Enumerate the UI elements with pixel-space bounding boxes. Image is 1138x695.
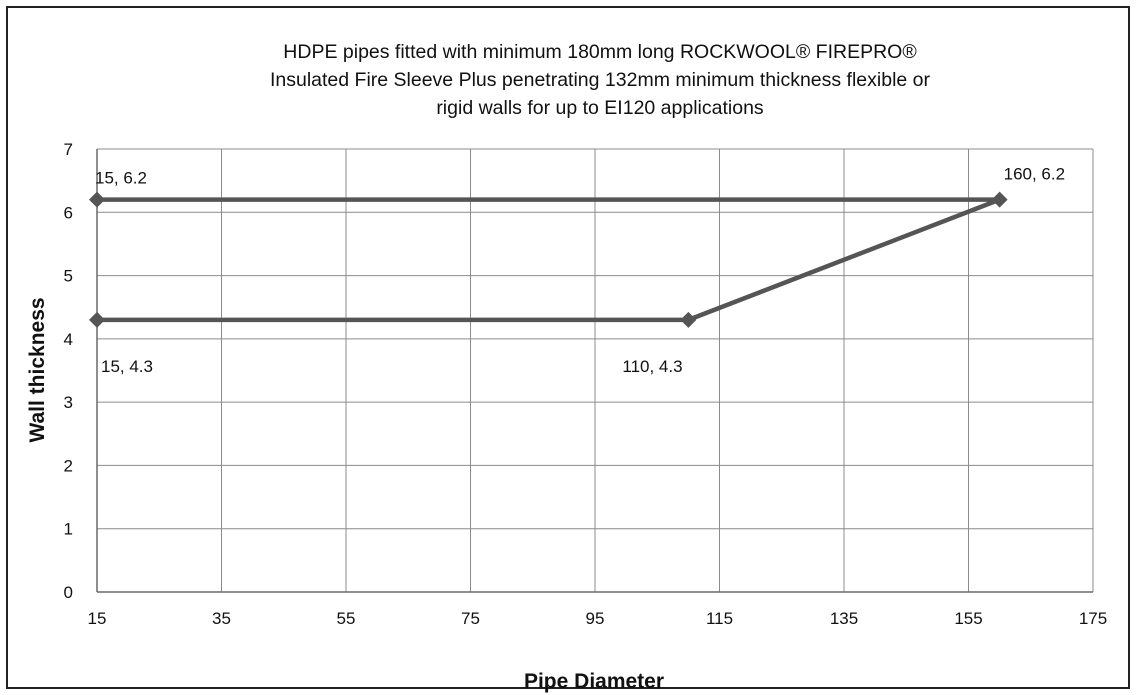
chart-title: HDPE pipes fitted with minimum 180mm lon… (270, 41, 931, 119)
y-tick-label: 1 (64, 520, 73, 539)
y-tick-label: 4 (64, 330, 73, 349)
gridlines (96, 148, 1094, 593)
y-tick-label: 6 (64, 203, 73, 222)
data-point-label: 15, 6.2 (95, 169, 147, 188)
x-tick-label: 55 (337, 609, 356, 628)
y-tick-label: 2 (64, 456, 73, 475)
x-axis-ticks: 15 35 55 75 95 115 135 155 175 (88, 609, 1108, 628)
data-point-label: 15, 4.3 (101, 357, 153, 376)
x-tick-label: 175 (1079, 609, 1107, 628)
data-point-marker (89, 311, 105, 328)
x-tick-label: 155 (954, 609, 982, 628)
x-tick-label: 115 (706, 609, 733, 628)
x-tick-label: 135 (830, 609, 858, 628)
y-axis-title: Wall thickness (26, 297, 49, 442)
y-tick-label: 0 (64, 583, 73, 602)
x-tick-label: 15 (88, 609, 107, 628)
y-tick-label: 7 (64, 140, 73, 159)
x-tick-label: 35 (212, 609, 231, 628)
x-axis-title: Pipe Diameter (524, 670, 664, 693)
data-point-marker (680, 311, 697, 328)
y-axis-ticks: 0 1 2 3 4 5 6 7 (64, 140, 73, 602)
series-line (97, 197, 1002, 323)
title-line-3: rigid walls for up to EI120 applications (436, 97, 764, 119)
x-tick-label: 75 (461, 609, 480, 628)
chart-frame (6, 6, 1130, 689)
title-line-1: HDPE pipes fitted with minimum 180mm lon… (283, 41, 917, 63)
data-point-marker (89, 191, 105, 208)
data-labels: 15, 4.3 110, 4.3 160, 6.2 15, 6.2 (95, 165, 1065, 376)
data-point-label: 160, 6.2 (1004, 165, 1065, 184)
data-markers (89, 191, 1008, 328)
title-line-2: Insulated Fire Sleeve Plus penetrating 1… (270, 69, 931, 91)
data-point-marker (991, 191, 1008, 208)
y-tick-label: 5 (64, 267, 73, 286)
y-tick-label: 3 (64, 393, 73, 412)
series-line-path (97, 197, 1002, 323)
data-point-label: 110, 4.3 (622, 357, 682, 376)
x-tick-label: 95 (586, 609, 605, 628)
